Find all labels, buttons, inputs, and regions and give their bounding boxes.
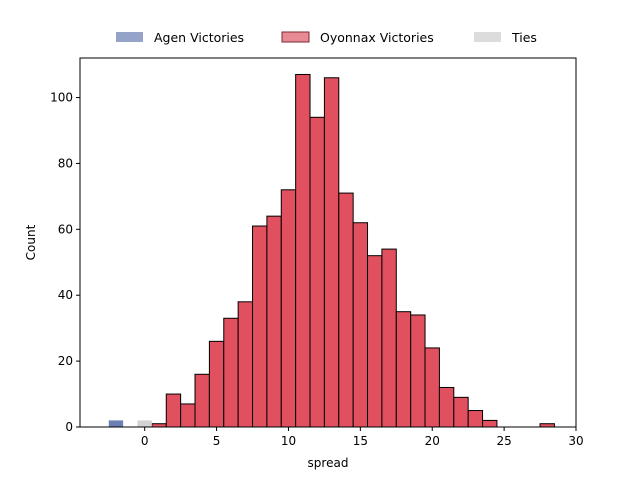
histogram-bar [252,225,268,428]
histogram-bar [194,373,210,428]
histogram-bar [424,347,440,428]
bars-group [108,73,555,428]
histogram-bar [381,248,397,428]
legend-swatch [116,32,143,42]
x-tick-label: 5 [213,434,221,448]
x-tick-label: 15 [353,434,368,448]
y-tick-label: 100 [50,91,73,105]
histogram-bar [223,317,239,428]
x-tick-label: 25 [496,434,511,448]
legend-label: Oyonnax Victories [320,30,434,45]
plot-frame [79,57,577,428]
histogram-bar [266,215,282,428]
axes-group: 0 5 10 15 20 25 30 0 20 40 60 80 100 [50,57,584,448]
histogram-bar [352,222,369,428]
histogram-bar [482,419,498,428]
histogram-bar [208,340,225,428]
y-tick-label: 20 [58,354,73,368]
histogram-bar [280,189,297,428]
x-tick-label: 10 [281,434,296,448]
legend: Agen Victories Oyonnax Victories Ties [116,30,537,45]
y-tick-label: 60 [58,222,73,236]
histogram-bar [467,410,484,428]
histogram-bar [108,420,124,427]
histogram-bar [323,77,340,428]
legend-label: Agen Victories [154,30,244,45]
histogram-bar [165,393,182,428]
x-tick-label: 20 [425,434,440,448]
x-tick-label: 0 [141,434,149,448]
histogram-bar [453,396,469,428]
histogram-bar [410,314,426,428]
histogram-bar [338,192,354,428]
y-tick-label: 80 [58,156,73,170]
histogram-bar [309,116,325,428]
histogram-bar [438,386,455,428]
y-tick-label: 0 [65,420,73,434]
legend-swatch [281,31,310,43]
histogram-bar [137,420,152,427]
histogram-bar [367,255,383,428]
legend-label: Ties [511,30,537,45]
y-tick-label: 40 [58,288,73,302]
histogram-bar [295,73,311,428]
histogram-bar [395,311,412,428]
x-tick-label: 30 [568,434,583,448]
y-axis-label: Count [24,224,38,260]
histogram-bar [237,301,254,428]
x-axis-label: spread [308,456,349,470]
histogram-bar [180,403,196,428]
legend-swatch [474,32,501,42]
